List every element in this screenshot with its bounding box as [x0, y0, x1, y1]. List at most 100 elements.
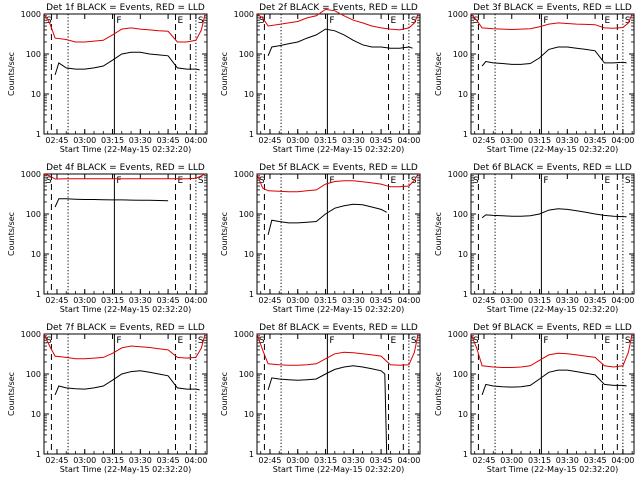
y-axis-label: Counts/sec: [7, 212, 16, 256]
x-tick-label: 03:00: [73, 136, 96, 145]
x-tick-label: 04:00: [611, 136, 634, 145]
event-marker-label: S: [46, 16, 52, 26]
x-tick-label: 03:45: [157, 456, 180, 465]
x-tick-label: 04:00: [611, 296, 634, 305]
y-axis-label: Counts/sec: [220, 212, 229, 256]
x-tick-label: 03:00: [500, 296, 523, 305]
x-tick-label: 03:15: [314, 296, 337, 305]
y-tick-label: 1: [36, 450, 41, 459]
x-tick-label: 03:15: [528, 296, 551, 305]
x-tick-label: 04:00: [611, 456, 634, 465]
event-marker-label: F: [543, 16, 548, 26]
x-tick-label: 02:45: [258, 136, 281, 145]
event-marker-label: F: [116, 16, 121, 26]
chart-title: Det 3f BLACK = Events, RED = LLD: [473, 3, 632, 13]
y-tick-label: 1: [249, 450, 254, 459]
y-tick-label: 1000: [21, 330, 41, 339]
y-tick-label: 100: [239, 50, 254, 59]
x-tick-label: 03:30: [129, 136, 152, 145]
chart-panel: Det 3f BLACK = Events, RED = LLD 1 10 100 10…: [434, 3, 635, 154]
plot-frame: [43, 13, 208, 135]
x-tick-label: 03:15: [314, 456, 337, 465]
x-tick-label: 02:45: [45, 296, 68, 305]
x-tick-label: 04:00: [397, 136, 420, 145]
x-tick-label: 03:00: [73, 456, 96, 465]
event-marker-label: E: [178, 16, 184, 26]
y-tick-label: 100: [453, 50, 468, 59]
chart-title: Det 9f BLACK = Events, RED = LLD: [473, 323, 632, 333]
event-marker-label: F: [329, 16, 334, 26]
x-tick-label: 03:30: [342, 296, 365, 305]
event-marker-label: E: [391, 176, 397, 186]
x-axis-label: Start Time (22-May-15 02:32:20): [273, 305, 404, 314]
y-tick-label: 10: [244, 90, 254, 99]
x-tick-label: 03:00: [286, 136, 309, 145]
y-tick-label: 1: [463, 450, 468, 459]
x-tick-label: 02:45: [472, 296, 495, 305]
y-tick-label: 1000: [21, 10, 41, 19]
y-tick-label: 10: [458, 410, 468, 419]
y-axis-label: Counts/sec: [7, 52, 16, 96]
x-tick-label: 03:30: [556, 456, 579, 465]
x-tick-label: 03:45: [584, 136, 607, 145]
chart-title: Det 4f BLACK = Events, RED = LLD: [46, 163, 205, 173]
y-tick-label: 1: [249, 130, 254, 139]
x-tick-label: 03:30: [129, 296, 152, 305]
chart-panel: Det 7f BLACK = Events, RED = LLD 1 10 100 10…: [7, 323, 208, 474]
chart-title: Det 5f BLACK = Events, RED = LLD: [259, 163, 418, 173]
x-tick-label: 03:15: [314, 136, 337, 145]
x-tick-label: 03:45: [584, 296, 607, 305]
y-axis-label: Counts/sec: [434, 212, 443, 256]
plot-frame: [470, 173, 635, 295]
plot-frame: [256, 173, 421, 295]
event-marker-label: S: [625, 336, 631, 346]
y-axis-label: Counts/sec: [434, 52, 443, 96]
x-tick-label: 03:30: [129, 456, 152, 465]
y-axis-label: Counts/sec: [220, 52, 229, 96]
event-marker-label: F: [329, 336, 334, 346]
x-axis-label: Start Time (22-May-15 02:32:20): [487, 465, 618, 474]
y-tick-label: 1000: [448, 170, 468, 179]
event-marker-label: E: [605, 16, 611, 26]
event-marker-label: S: [259, 176, 265, 186]
lld-series-line: [470, 333, 633, 368]
x-tick-label: 02:45: [258, 456, 281, 465]
event-marker-label: E: [605, 176, 611, 186]
plot-frame: [256, 333, 421, 455]
events-series-line: [54, 370, 200, 396]
x-tick-label: 03:15: [101, 136, 124, 145]
event-marker-label: F: [116, 176, 121, 186]
x-tick-label: 03:45: [157, 136, 180, 145]
event-marker-label: S: [46, 176, 52, 186]
event-marker-label: E: [605, 336, 611, 346]
x-tick-label: 03:15: [101, 456, 124, 465]
event-marker-label: E: [178, 176, 184, 186]
y-tick-label: 10: [458, 250, 468, 259]
lld-series-line: [256, 333, 419, 366]
x-tick-label: 04:00: [184, 456, 207, 465]
lld-series-line: [470, 13, 633, 31]
lld-series-line: [43, 173, 206, 180]
events-series-line: [267, 365, 388, 455]
event-marker-label: S: [259, 336, 265, 346]
event-marker-label: S: [473, 336, 479, 346]
y-tick-label: 1000: [234, 170, 254, 179]
chart-panel: Det 4f BLACK = Events, RED = LLD 1 10 100 10…: [7, 163, 208, 314]
lld-series-line: [43, 333, 206, 360]
plot-frame: [470, 333, 635, 455]
x-tick-label: 03:30: [342, 136, 365, 145]
x-tick-label: 04:00: [397, 456, 420, 465]
y-axis-label: Counts/sec: [220, 372, 229, 416]
event-marker-label: E: [391, 16, 397, 26]
x-tick-label: 03:30: [556, 296, 579, 305]
lld-series-line: [256, 8, 419, 31]
y-tick-label: 10: [458, 90, 468, 99]
event-marker-label: S: [473, 176, 479, 186]
event-marker-label: S: [411, 336, 417, 346]
event-marker-label: E: [178, 336, 184, 346]
x-axis-label: Start Time (22-May-15 02:32:20): [487, 145, 618, 154]
x-axis-label: Start Time (22-May-15 02:32:20): [60, 465, 191, 474]
y-tick-label: 10: [244, 410, 254, 419]
x-tick-label: 02:45: [258, 296, 281, 305]
